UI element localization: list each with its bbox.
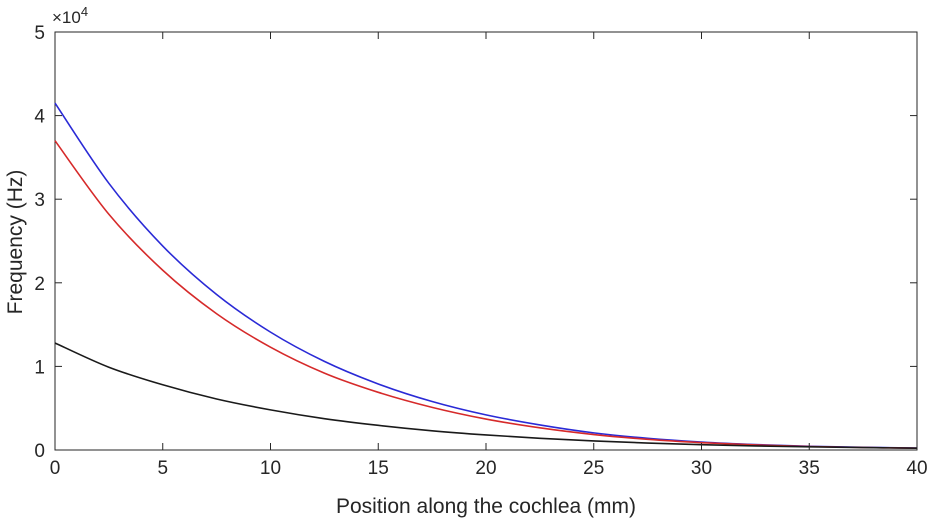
- plot-area-frame: [54, 31, 918, 451]
- x-tick-label: 5: [157, 458, 168, 479]
- x-tick-label: 20: [475, 458, 496, 479]
- series-line-black: [54, 342, 918, 449]
- y-tick-label: 0: [34, 441, 45, 462]
- y-axis-label: Frequency (Hz): [4, 170, 27, 315]
- y-tick-label: 1: [34, 357, 45, 378]
- x-tick-label: 15: [368, 458, 389, 479]
- y-exponent-power: 4: [81, 4, 88, 19]
- y-tick-label: 5: [34, 23, 45, 44]
- series-line-red: [54, 140, 918, 449]
- y-tick-label: 4: [34, 107, 45, 128]
- x-axis-label: Position along the cochlea (mm): [336, 495, 636, 518]
- y-tick-label: 2: [34, 274, 45, 295]
- x-tick-label: 30: [691, 458, 712, 479]
- x-tick-label: 40: [906, 458, 927, 479]
- series-line-blue: [54, 102, 918, 449]
- y-exponent-base: ×10: [52, 8, 81, 27]
- y-exponent-label: ×104: [52, 4, 88, 27]
- x-tick-label: 0: [50, 458, 61, 479]
- x-tick-label: 10: [260, 458, 281, 479]
- x-tick-label: 25: [583, 458, 604, 479]
- y-tick-label: 3: [34, 190, 45, 211]
- x-tick-label: 35: [799, 458, 820, 479]
